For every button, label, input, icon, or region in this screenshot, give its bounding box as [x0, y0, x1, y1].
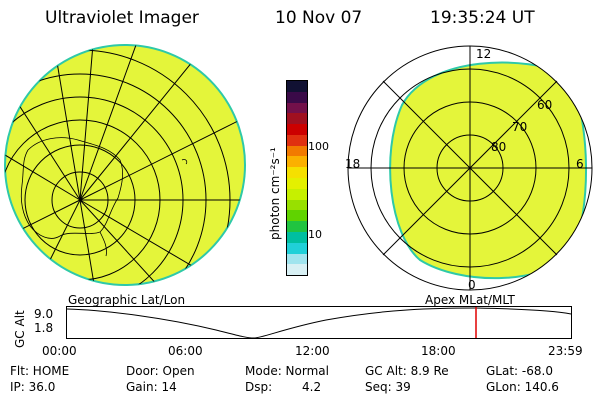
date-label: 10 Nov 07	[275, 8, 363, 28]
colorbar-segment	[287, 264, 307, 275]
colorbar-segment	[287, 178, 307, 189]
colorbar-segment	[287, 188, 307, 200]
mlt-label-12: 12	[476, 47, 492, 61]
colorbar-segment	[287, 113, 307, 125]
colorbar-tick-10: 10	[308, 228, 322, 241]
x-tick-0600: 06:00	[168, 344, 203, 358]
status-door: Door: Open	[126, 364, 195, 378]
status-gc-alt: GC Alt: 8.9 Re	[365, 364, 449, 378]
mlat-label-60: 60	[537, 98, 553, 112]
mlat-label-80: 80	[491, 140, 507, 154]
mlt-label-18: 18	[345, 157, 361, 171]
polar-grid	[347, 45, 593, 291]
mlt-label-0: 0	[468, 278, 476, 292]
colorbar-segment	[287, 145, 307, 157]
polar-mlt-panel	[347, 45, 593, 291]
colorbar-segment	[287, 167, 307, 179]
polar-panel-label: Apex MLat/MLT	[425, 293, 515, 307]
time-label: 19:35:24 UT	[430, 8, 535, 28]
colorbar-unit-label: photon cm⁻²s⁻¹	[268, 147, 282, 240]
x-tick-2359: 23:59	[548, 344, 583, 358]
colorbar-segment	[287, 231, 307, 243]
mlat-label-70: 70	[512, 120, 528, 134]
status-mode: Mode: Normal	[245, 364, 329, 378]
gc-alt-top-tick: 9.0	[34, 307, 54, 321]
colorbar-segment	[287, 124, 307, 135]
x-tick-0000: 00:00	[42, 344, 77, 358]
gc-alt-bottom-tick: 1.8	[34, 321, 54, 335]
status-gain: Gain: 14	[126, 380, 177, 394]
colorbar-segment	[287, 102, 307, 114]
color-bar	[286, 80, 308, 276]
x-tick-1200: 12:00	[295, 344, 330, 358]
uv-image-disk	[4, 44, 246, 286]
polar-uv-region	[389, 61, 587, 280]
colorbar-segment	[287, 134, 307, 146]
altitude-plot-frame	[66, 306, 572, 339]
x-tick-1800: 18:00	[421, 344, 456, 358]
colorbar-segment	[287, 81, 307, 92]
colorbar-segment	[287, 199, 307, 211]
app-title: Ultraviolet Imager	[45, 8, 199, 28]
status-seq: Seq: 39	[365, 380, 411, 394]
colorbar-segment	[287, 156, 307, 168]
colorbar-tick-100: 100	[308, 140, 329, 153]
gc-alt-axis-label: GC Alt	[13, 310, 27, 348]
geographic-image-panel	[4, 44, 246, 286]
colorbar-segment	[287, 242, 307, 254]
mlt-label-6: 6	[576, 157, 584, 171]
geographic-panel-label: Geographic Lat/Lon	[68, 293, 186, 307]
status-ip: IP: 36.0	[10, 380, 56, 394]
colorbar-segment	[287, 221, 307, 232]
colorbar-segment	[287, 253, 307, 265]
colorbar-segment	[287, 91, 307, 103]
status-glat: GLat: -68.0	[486, 364, 553, 378]
altitude-plot	[66, 306, 572, 339]
altitude-curve	[66, 307, 572, 339]
status-flt: Flt: HOME	[10, 364, 70, 378]
status-dsp-label: Dsp:	[245, 380, 273, 394]
status-dsp-value: 4.2	[302, 380, 322, 394]
status-glon: GLon: 140.6	[486, 380, 559, 394]
colorbar-segment	[287, 210, 307, 222]
